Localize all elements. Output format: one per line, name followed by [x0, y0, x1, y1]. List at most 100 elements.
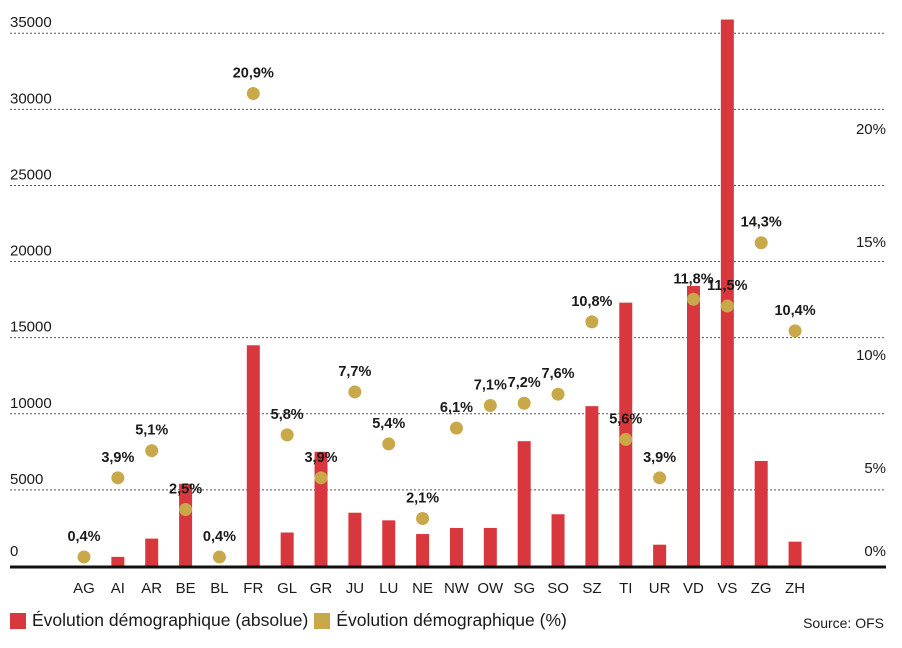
chart: 0 5000 10000 15000 20000 25000 30000 35000 0% 5%…	[10, 14, 886, 597]
legend: Évolution démographique (absolue) Évolut…	[10, 610, 573, 631]
dot-label: 11,8%	[673, 271, 713, 287]
category-label: LU	[379, 580, 398, 597]
bar	[280, 532, 294, 566]
dot-label: 0,4%	[203, 529, 236, 545]
gridlines	[10, 32, 886, 491]
category-label: VS	[717, 580, 737, 597]
dot-label: 5,6%	[609, 411, 642, 427]
dot-label: 3,9%	[101, 450, 134, 466]
category-label: JU	[346, 580, 364, 597]
left-axis-ticks: 0 5000 10000 15000 20000 25000 30000 35000	[10, 14, 52, 560]
bar	[145, 538, 159, 566]
dot	[788, 324, 802, 338]
category-label: SG	[513, 580, 535, 597]
dot	[619, 432, 633, 446]
dot	[551, 387, 565, 401]
left-tick-label: 15000	[10, 319, 52, 336]
dot	[517, 396, 531, 410]
bar	[111, 556, 125, 566]
dot-label: 20,9%	[233, 66, 274, 82]
dot	[77, 550, 91, 564]
dot	[483, 399, 497, 413]
category-label: UR	[649, 580, 671, 597]
bar	[449, 527, 463, 566]
legend-item-absolute: Évolution démographique (absolue)	[10, 610, 308, 631]
category-label: ZH	[785, 580, 805, 597]
category-label: TI	[619, 580, 632, 597]
left-tick-label: 35000	[10, 14, 52, 31]
dot-label: 11,5%	[707, 278, 747, 294]
dot-label: 0,4%	[67, 529, 100, 545]
bar	[788, 541, 802, 566]
category-label: GR	[310, 580, 333, 597]
dot-label: 7,7%	[338, 364, 371, 380]
dot	[754, 236, 768, 250]
dot-label: 7,2%	[508, 375, 541, 391]
right-tick-label: 20%	[856, 121, 886, 138]
source-note: Source: OFS	[803, 615, 884, 631]
category-label: AR	[141, 580, 162, 597]
category-label: SZ	[582, 580, 601, 597]
dot-label: 2,5%	[169, 481, 202, 497]
dot	[280, 428, 294, 442]
dot-label: 10,8%	[571, 294, 612, 310]
category-label: BL	[210, 580, 228, 597]
category-label: ZG	[751, 580, 772, 597]
dot	[212, 550, 226, 564]
bar	[686, 285, 700, 566]
dot	[720, 299, 734, 313]
dot	[145, 444, 159, 458]
bar	[314, 451, 328, 566]
dot-label: 7,6%	[542, 366, 575, 382]
dot	[686, 292, 700, 306]
dot-labels: 0,4%3,9%5,1%2,5%0,4%20,9%5,8%3,9%7,7%5,4…	[67, 66, 815, 545]
right-tick-label: 5%	[864, 460, 886, 477]
legend-swatch-percent	[314, 612, 331, 629]
right-tick-label: 10%	[856, 347, 886, 364]
dot-label: 3,9%	[643, 450, 676, 466]
dot	[585, 315, 599, 329]
category-label: VD	[683, 580, 704, 597]
legend-swatch-absolute	[10, 612, 26, 629]
dot	[653, 471, 667, 485]
bar	[754, 460, 768, 566]
left-tick-label: 5000	[10, 471, 43, 488]
right-tick-label: 15%	[856, 234, 886, 251]
bar	[348, 512, 362, 566]
dot-label: 7,1%	[474, 378, 507, 394]
category-label: GL	[277, 580, 297, 597]
bar	[382, 520, 396, 566]
right-axis-ticks: 0% 5% 10% 15% 20%	[856, 121, 886, 560]
dot-label: 5,4%	[372, 416, 405, 432]
category-label: NW	[444, 580, 470, 597]
category-label: AI	[111, 580, 125, 597]
dot	[246, 87, 260, 101]
bar	[246, 345, 260, 566]
bar	[585, 406, 599, 566]
bar	[416, 534, 430, 566]
legend-item-percent: Évolution démographique (%)	[314, 610, 567, 631]
category-label: OW	[477, 580, 504, 597]
dot	[382, 437, 396, 451]
dot-label: 10,4%	[774, 303, 815, 319]
dot-label: 6,1%	[440, 400, 473, 416]
left-tick-label: 25000	[10, 166, 52, 183]
left-tick-label: 30000	[10, 90, 52, 107]
left-tick-label: 0	[10, 543, 18, 560]
dot-label: 14,3%	[741, 215, 782, 231]
right-tick-label: 0%	[864, 543, 886, 560]
bar	[720, 19, 734, 567]
dot-label: 2,1%	[406, 491, 439, 507]
dot	[179, 502, 193, 516]
category-label: FR	[243, 580, 263, 597]
dot	[314, 471, 328, 485]
legend-label-percent: Évolution démographique (%)	[336, 610, 567, 630]
category-label: BE	[176, 580, 196, 597]
legend-label-absolute: Évolution démographique (absolue)	[32, 610, 309, 630]
bar	[483, 527, 497, 566]
category-label: AG	[73, 580, 95, 597]
dot-label: 5,8%	[271, 407, 304, 423]
dot	[449, 421, 463, 435]
bars-absolute	[111, 19, 802, 567]
dot	[416, 512, 430, 526]
